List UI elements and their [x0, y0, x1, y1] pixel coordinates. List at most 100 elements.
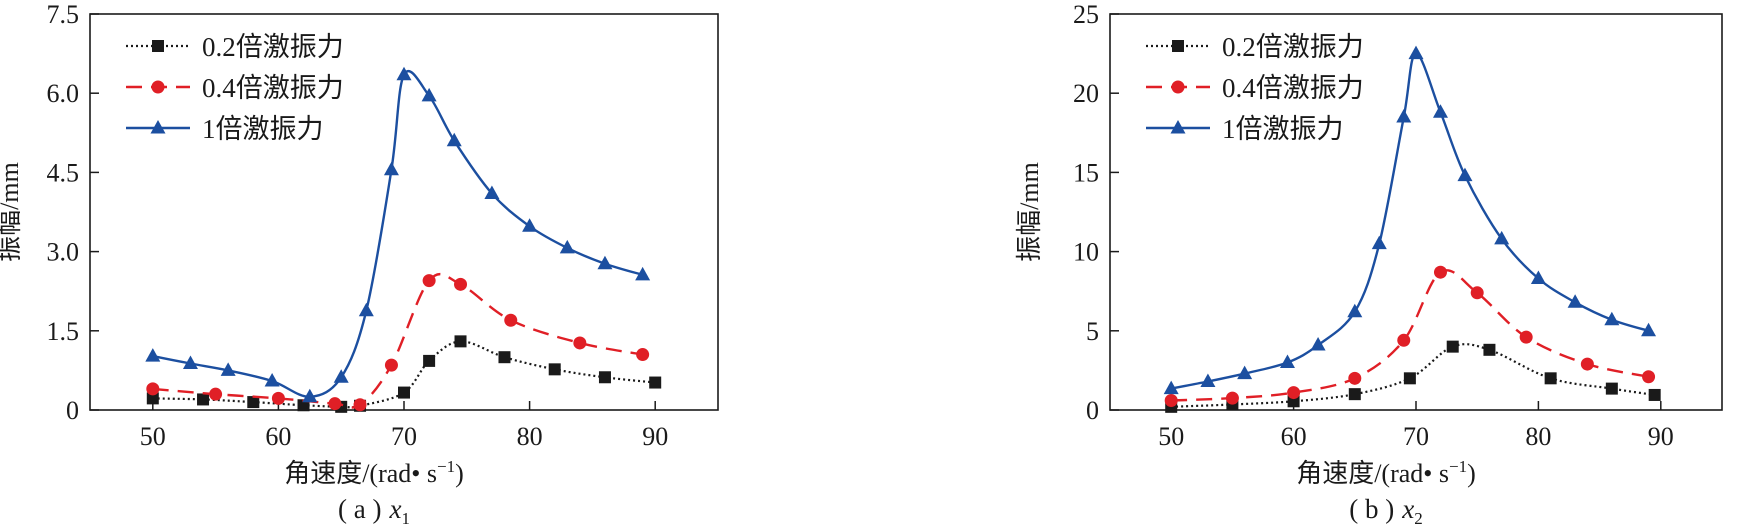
- legend-label: 0.2倍激振力: [202, 32, 344, 62]
- legend: 0.2倍激振力 0.4倍激振力 1倍激振力: [126, 32, 344, 144]
- x-tick-label: 50: [140, 422, 166, 451]
- legend-marker: [1172, 40, 1184, 52]
- data-point: [145, 348, 161, 362]
- data-point: [498, 351, 511, 364]
- data-point: [182, 355, 198, 370]
- data-point: [384, 358, 398, 372]
- data-point: [1279, 354, 1295, 368]
- legend-label: 0.4倍激振力: [1222, 73, 1364, 103]
- data-point: [422, 274, 436, 288]
- data-point: [454, 335, 467, 348]
- data-point: [146, 392, 159, 405]
- caption-label: ( a ): [338, 494, 381, 524]
- y-tick-label: 5: [1086, 317, 1099, 346]
- legend-marker: [1171, 80, 1185, 94]
- data-point: [264, 372, 280, 387]
- data-point: [1470, 286, 1484, 300]
- y-tick-label: 0: [66, 396, 79, 425]
- data-point: [1287, 386, 1301, 400]
- data-point: [548, 363, 561, 376]
- data-point: [522, 218, 538, 232]
- x-axis-label-exponent: −1: [1449, 457, 1467, 476]
- x-axis-label: 角速度/(rad• s−1): [1296, 457, 1476, 488]
- data-point: [1397, 333, 1411, 347]
- x-axis-label-exponent: −1: [437, 457, 455, 476]
- data-point: [1347, 303, 1363, 318]
- legend-marker: [150, 120, 166, 134]
- data-point: [1605, 382, 1618, 395]
- y-tick-label: 4.5: [47, 158, 80, 187]
- data-point: [559, 239, 575, 254]
- y-tick-label: 0: [1086, 396, 1099, 425]
- data-point: [1530, 270, 1546, 285]
- series-triangle: [145, 66, 651, 403]
- y-tick-label: 20: [1073, 79, 1099, 108]
- data-point: [1580, 357, 1594, 371]
- series-line: [152, 272, 643, 409]
- data-point: [504, 313, 518, 327]
- data-point: [635, 266, 651, 281]
- x-tick-label: 70: [1403, 422, 1429, 451]
- y-tick-label: 7.5: [47, 0, 80, 29]
- data-point: [1604, 311, 1620, 326]
- data-point: [220, 362, 236, 376]
- data-point: [1403, 372, 1416, 385]
- data-point: [1348, 371, 1362, 385]
- y-tick-label: 3.0: [47, 238, 80, 267]
- data-point: [649, 376, 662, 389]
- data-point: [423, 354, 436, 367]
- legend-label: 1倍激振力: [202, 114, 324, 144]
- data-point: [1348, 388, 1361, 401]
- data-point: [1567, 294, 1583, 308]
- series-circle: [1164, 265, 1656, 407]
- y-axis-label: 振幅/mm: [1015, 162, 1044, 262]
- data-point: [358, 302, 374, 317]
- data-point: [333, 369, 349, 383]
- data-point: [209, 387, 223, 401]
- data-point: [1200, 373, 1216, 387]
- x-axis-label-main: 角速度/(rad• s: [1296, 459, 1449, 488]
- data-point: [1310, 337, 1326, 351]
- legend-label: 1倍激振力: [1222, 114, 1344, 144]
- data-point: [383, 161, 399, 176]
- x-axis-label-main: 角速度/(rad• s: [284, 459, 437, 488]
- data-point: [1519, 330, 1533, 344]
- caption-variable: x: [388, 494, 401, 524]
- data-point: [598, 371, 611, 384]
- data-point: [446, 132, 462, 147]
- data-point: [1408, 45, 1424, 60]
- data-point: [1494, 230, 1510, 245]
- data-point: [1648, 388, 1661, 401]
- series-line: [1170, 52, 1649, 390]
- legend: 0.2倍激振力 0.4倍激振力 1倍激振力: [1146, 32, 1364, 144]
- x-tick-label: 50: [1158, 422, 1184, 451]
- chart-panel-a: 50 60 70 80 90 0 1.5 3.0 4.5 6.0 7.5 振幅/mm 角速度/(rad•…: [0, 0, 719, 528]
- data-point: [484, 185, 500, 200]
- data-point: [454, 277, 468, 291]
- panel-caption: ( b ) x2: [1349, 494, 1422, 528]
- legend-marker: [151, 80, 165, 94]
- data-point: [353, 398, 367, 412]
- y-tick-label: 6.0: [47, 79, 80, 108]
- data-point: [396, 66, 412, 81]
- x-tick-label: 80: [1525, 422, 1551, 451]
- data-point: [302, 388, 318, 403]
- x-tick-label: 80: [517, 422, 543, 451]
- data-point: [1544, 372, 1557, 385]
- caption-subscript: 2: [1414, 509, 1423, 528]
- series-circle: [146, 272, 650, 412]
- data-point: [1225, 391, 1239, 405]
- data-point: [398, 386, 410, 399]
- y-tick-label: 15: [1073, 158, 1099, 187]
- data-point: [1163, 380, 1179, 395]
- series-triangle: [1163, 45, 1657, 395]
- caption-variable: x: [1401, 494, 1414, 524]
- data-point: [636, 348, 650, 362]
- y-tick-label: 10: [1073, 238, 1099, 267]
- data-point: [1432, 104, 1448, 118]
- series-line: [152, 70, 643, 399]
- data-point: [1457, 167, 1473, 182]
- y-axis-label: 振幅/mm: [0, 162, 24, 262]
- x-tick-label: 70: [391, 422, 417, 451]
